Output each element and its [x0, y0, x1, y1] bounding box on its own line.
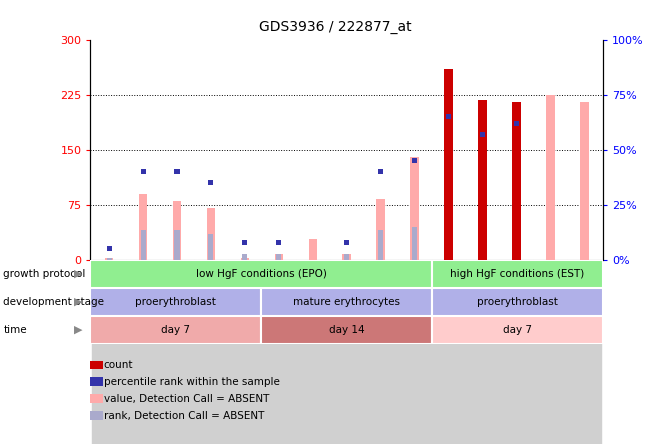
Bar: [309, 239, 317, 260]
Bar: [480, 132, 485, 137]
Bar: [207, 209, 215, 260]
Bar: [208, 234, 214, 260]
Bar: [410, 157, 419, 260]
Bar: [126, 260, 160, 444]
Text: count: count: [104, 360, 133, 370]
Bar: [275, 254, 283, 260]
Bar: [243, 240, 247, 245]
Bar: [194, 260, 228, 444]
Bar: [344, 240, 349, 245]
Text: ▶: ▶: [74, 325, 82, 335]
Text: day 14: day 14: [329, 325, 364, 335]
Bar: [261, 288, 432, 316]
Bar: [444, 69, 453, 260]
Bar: [514, 121, 519, 126]
Bar: [377, 199, 385, 260]
Text: proerythroblast: proerythroblast: [477, 297, 558, 307]
Bar: [241, 258, 249, 260]
Bar: [364, 260, 397, 444]
Bar: [412, 158, 417, 163]
Bar: [478, 135, 486, 260]
Text: mature erythrocytes: mature erythrocytes: [293, 297, 400, 307]
Bar: [546, 95, 555, 260]
Bar: [344, 254, 349, 260]
Bar: [262, 260, 296, 444]
Bar: [444, 124, 453, 260]
Bar: [208, 180, 214, 186]
Bar: [378, 169, 383, 174]
Bar: [141, 169, 145, 174]
Bar: [478, 100, 486, 260]
Bar: [412, 227, 417, 260]
Bar: [342, 254, 351, 260]
Bar: [296, 260, 330, 444]
Bar: [432, 288, 603, 316]
Bar: [174, 169, 180, 174]
Bar: [141, 230, 145, 260]
Text: low HgF conditions (EPO): low HgF conditions (EPO): [196, 269, 327, 279]
Bar: [446, 114, 451, 119]
Bar: [512, 102, 521, 260]
Bar: [90, 316, 261, 344]
Bar: [243, 254, 247, 260]
Bar: [378, 230, 383, 260]
Bar: [466, 260, 499, 444]
Bar: [499, 260, 533, 444]
Text: day 7: day 7: [503, 325, 532, 335]
Text: ▶: ▶: [74, 269, 82, 279]
Bar: [228, 260, 262, 444]
Text: time: time: [3, 325, 27, 335]
Text: growth protocol: growth protocol: [3, 269, 86, 279]
Bar: [261, 316, 432, 344]
Text: proerythroblast: proerythroblast: [135, 297, 216, 307]
Bar: [397, 260, 431, 444]
Bar: [139, 194, 147, 260]
Text: ▶: ▶: [74, 297, 82, 307]
Bar: [107, 246, 112, 251]
Bar: [92, 260, 126, 444]
Bar: [105, 258, 113, 260]
Text: development stage: development stage: [3, 297, 105, 307]
Bar: [160, 260, 194, 444]
Bar: [432, 316, 603, 344]
Bar: [276, 254, 281, 260]
Bar: [276, 240, 281, 245]
Bar: [107, 258, 112, 260]
Bar: [431, 260, 466, 444]
Bar: [533, 260, 567, 444]
Bar: [173, 201, 182, 260]
Bar: [432, 260, 603, 288]
Text: GDS3936 / 222877_at: GDS3936 / 222877_at: [259, 20, 411, 34]
Bar: [330, 260, 364, 444]
Bar: [512, 124, 521, 260]
Bar: [174, 230, 180, 260]
Text: percentile rank within the sample: percentile rank within the sample: [104, 377, 280, 387]
Text: rank, Detection Call = ABSENT: rank, Detection Call = ABSENT: [104, 411, 264, 420]
Text: high HgF conditions (EST): high HgF conditions (EST): [450, 269, 585, 279]
Bar: [90, 288, 261, 316]
Text: day 7: day 7: [161, 325, 190, 335]
Text: value, Detection Call = ABSENT: value, Detection Call = ABSENT: [104, 394, 269, 404]
Bar: [90, 260, 432, 288]
Bar: [567, 260, 601, 444]
Bar: [580, 102, 588, 260]
